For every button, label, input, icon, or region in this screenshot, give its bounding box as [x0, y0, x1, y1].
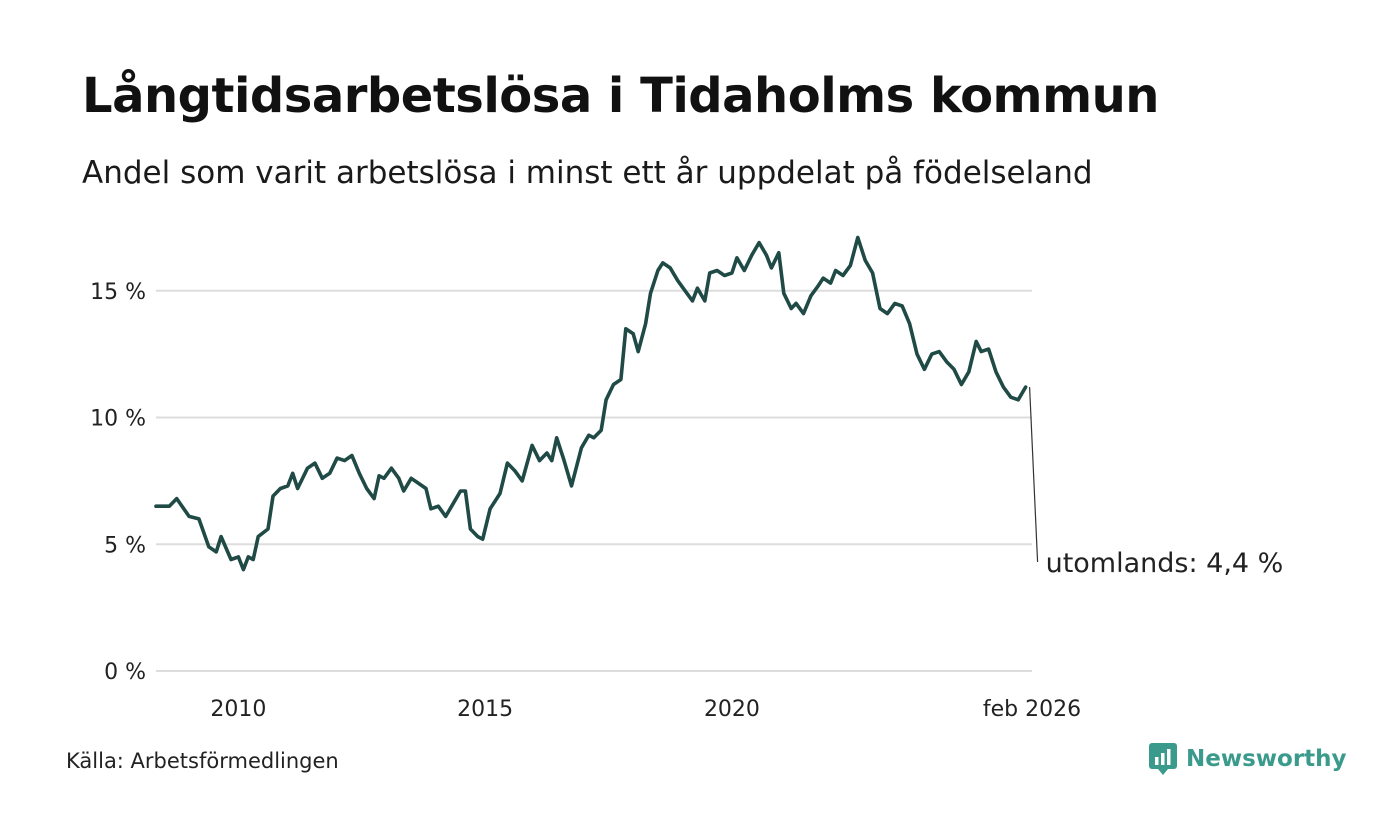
newsworthy-logo[interactable]: Newsworthy: [1148, 742, 1347, 776]
x-tick-label: 2015: [457, 697, 513, 722]
end-label-utomlands: utomlands: 4,4 %: [1046, 548, 1284, 579]
x-tick-label: feb 2026: [983, 697, 1081, 722]
series-layer: [154, 235, 1028, 572]
grid-layer: [156, 289, 1032, 672]
newsworthy-icon: [1149, 743, 1177, 775]
y-tick-label: 10 %: [90, 407, 146, 432]
y-tick-label: 5 %: [104, 533, 146, 558]
y-tick-label: 0 %: [104, 660, 146, 685]
chart-title: Långtidsarbetslösa i Tidaholms kommun: [82, 68, 1159, 124]
x-tick-label: 2010: [210, 697, 266, 722]
label-layer: utomlands: 4,4 %: [1028, 387, 1284, 579]
x-tick-label: 2020: [704, 697, 760, 722]
axis-layer: 0 % 5 % 10 % 15 % 2010 2015 2020 feb 2026: [90, 280, 1081, 722]
series-line-utomlands: [154, 235, 1028, 572]
chart-subtitle: Andel som varit arbetslösa i minst ett å…: [82, 155, 1093, 191]
brand-name: Newsworthy: [1186, 746, 1347, 772]
source-note: Källa: Arbetsförmedlingen: [66, 749, 339, 773]
end-label-leader: [1028, 387, 1039, 563]
y-tick-label: 15 %: [90, 280, 146, 305]
